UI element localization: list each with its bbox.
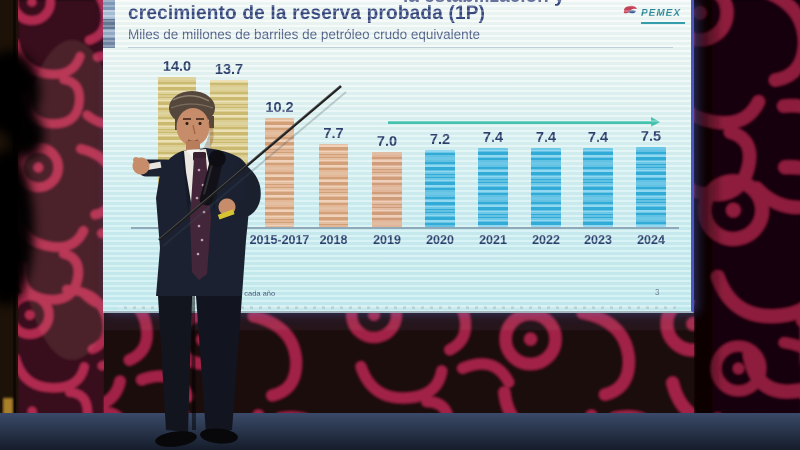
presenter-figure <box>132 91 261 447</box>
bar <box>372 152 402 227</box>
pemex-emblem-icon <box>623 5 637 14</box>
title-divider <box>128 47 673 48</box>
bar-value-label: 10.2 <box>265 100 294 116</box>
presenter-shoe <box>155 431 197 447</box>
x-axis-label: 2024 <box>637 233 665 247</box>
slide-page-number: 3 <box>655 288 660 297</box>
camera-silhouette <box>0 50 44 306</box>
microphone <box>199 150 226 206</box>
x-axis-label: 2022 <box>532 233 560 247</box>
patterned-wall-right <box>694 0 800 415</box>
presenter-left-leg <box>158 296 192 432</box>
x-axis-line <box>131 227 679 229</box>
bar-value-label: 7.0 <box>376 134 398 150</box>
pemex-logo: PEMEX <box>622 3 685 24</box>
presenter-right-arm <box>230 162 261 219</box>
bar <box>265 118 294 227</box>
bar-value-label: 7.4 <box>587 130 609 146</box>
x-axis-label: 2020 <box>426 233 454 247</box>
presenter-right-leg <box>196 296 242 433</box>
patterned-wall-band <box>18 300 800 415</box>
x-axis-label: 2021 <box>479 233 507 247</box>
slide-title-line2: crecimiento de la reserva probada (1P) <box>128 3 486 24</box>
slide-edge-strip <box>103 0 115 48</box>
trend-arrow-head <box>651 117 660 127</box>
trend-arrow-shaft <box>388 121 653 124</box>
x-axis-label: 2015-2017 <box>249 233 310 247</box>
bar-value-label: 14.0 <box>162 59 192 75</box>
bar-value-label: 7.4 <box>482 130 504 146</box>
bar-value-label: 7.2 <box>429 132 451 148</box>
bar <box>425 150 455 227</box>
bar-value-label: 13.7 <box>214 62 244 78</box>
bar-value-label: 7.4 <box>535 130 557 146</box>
slide-bottom-strip <box>118 306 676 309</box>
pointer-stick <box>158 84 347 247</box>
pemex-logo-tagline <box>641 22 685 24</box>
slide-subtitle: Miles de millones de barriles de petróle… <box>128 27 480 42</box>
bar <box>319 144 348 227</box>
x-axis-label: 2019 <box>373 233 401 247</box>
slide-title-line1: la estabilización y <box>403 0 565 8</box>
presenter-shoe <box>200 428 238 444</box>
x-axis-label: 2018 <box>319 233 348 247</box>
bar <box>478 148 508 227</box>
wrist-band <box>217 209 235 220</box>
bar <box>583 148 613 227</box>
x-axis-label: 2023 <box>584 233 612 247</box>
bar-value-label: 7.7 <box>323 126 344 142</box>
pemex-logo-text: PEMEX <box>641 8 682 19</box>
stage-floor <box>0 413 800 450</box>
bar-value-label: 7.5 <box>640 129 662 145</box>
bar <box>636 147 666 227</box>
trend-arrow-icon <box>388 117 660 129</box>
bar <box>531 148 561 227</box>
